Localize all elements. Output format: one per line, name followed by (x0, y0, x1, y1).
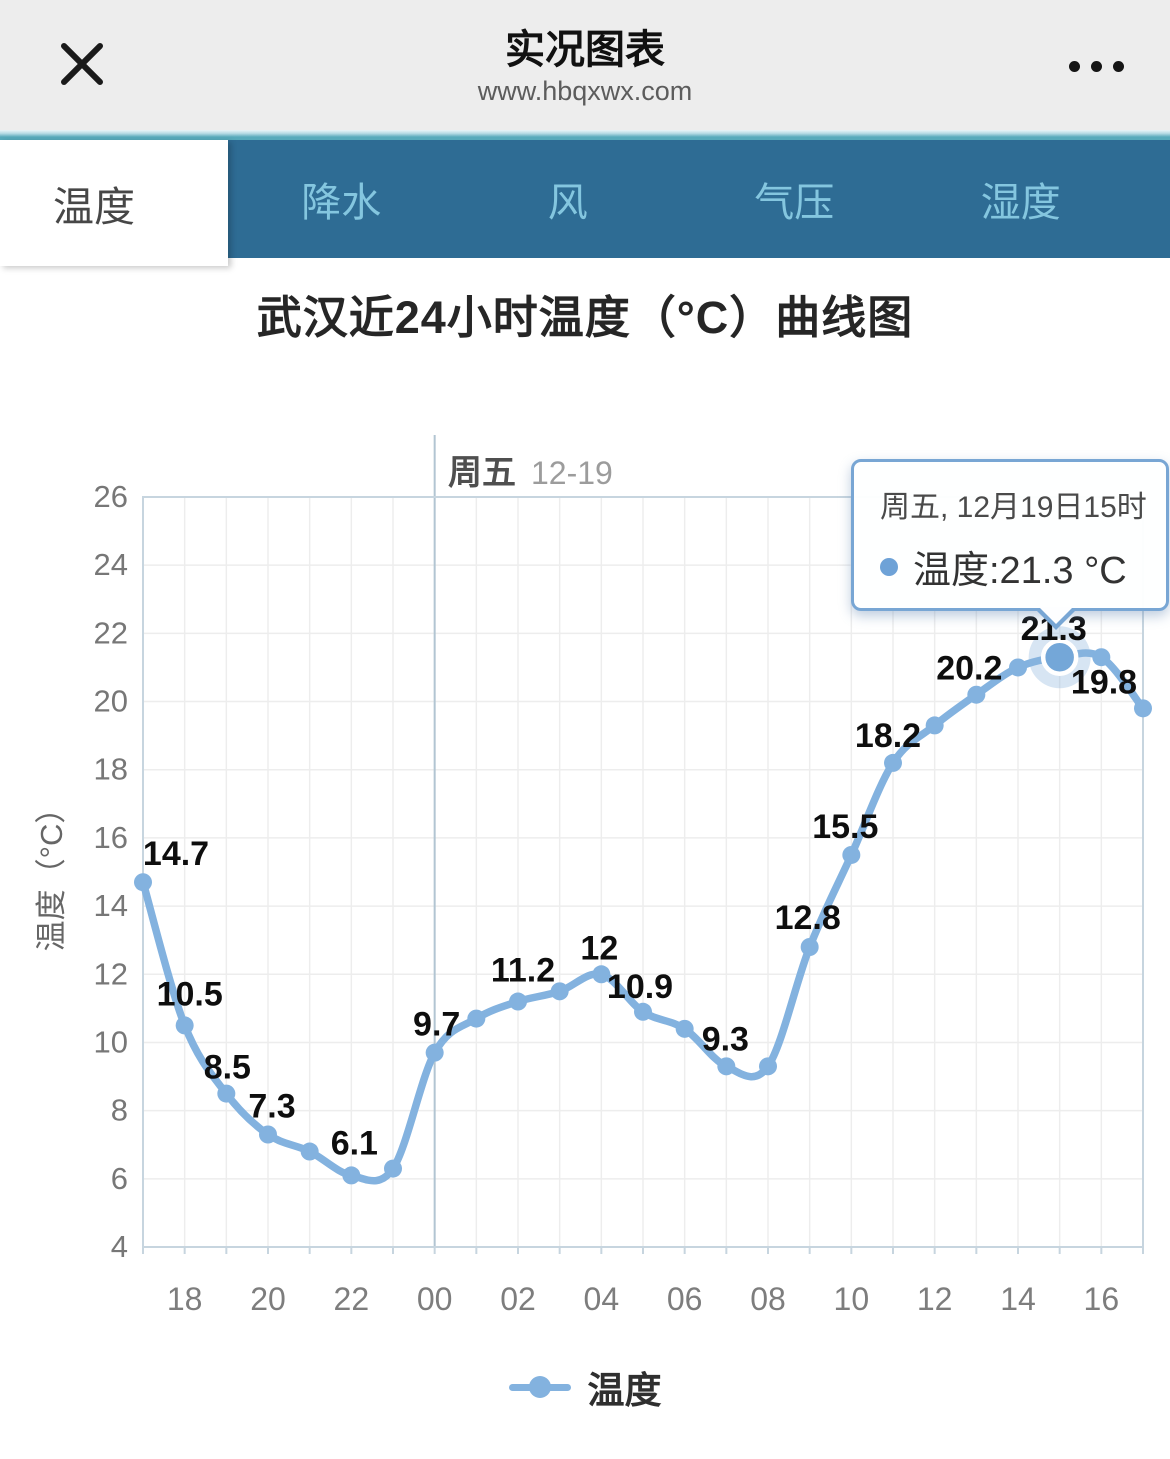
y-tick-label: 18 (94, 752, 128, 787)
data-point-label: 8.5 (204, 1049, 251, 1087)
data-point[interactable] (300, 1142, 319, 1161)
y-tick-label: 20 (94, 684, 128, 719)
data-point[interactable] (592, 965, 611, 984)
y-tick-label: 22 (94, 615, 128, 650)
tabbar-accent-strip (0, 130, 1170, 140)
data-point-label: 19.8 (1071, 663, 1137, 701)
x-tick-label: 22 (334, 1281, 370, 1317)
day-marker-date: 12-19 (531, 455, 613, 491)
x-tick-label: 18 (167, 1281, 203, 1317)
data-point-label: 9.7 (413, 1006, 460, 1044)
y-tick-label: 16 (94, 820, 128, 855)
titlebar: 实况图表 www.hbqxwx.com (0, 0, 1170, 130)
y-tick-label: 6 (111, 1161, 128, 1196)
x-tick-label: 10 (834, 1281, 870, 1317)
y-tick-label: 8 (111, 1093, 128, 1128)
chart-title: 武汉近24小时温度（°C）曲线图 (256, 292, 914, 343)
highlighted-data-point[interactable] (1040, 638, 1079, 676)
data-point[interactable] (759, 1057, 777, 1076)
data-point-label: 10.9 (607, 968, 673, 1006)
more-menu-button[interactable] (1069, 52, 1124, 80)
legend-item-temperature[interactable]: 温度 (508, 1360, 662, 1414)
data-point[interactable] (967, 685, 986, 704)
data-point-label: 12.8 (775, 899, 841, 937)
x-tick-label: 16 (1084, 1281, 1120, 1317)
data-point[interactable] (342, 1166, 361, 1185)
data-point[interactable] (259, 1125, 277, 1144)
data-point-label: 7.3 (248, 1088, 295, 1126)
ellipsis-dot-icon (1091, 60, 1102, 72)
ellipsis-dot-icon (1069, 60, 1080, 72)
x-tick-label: 02 (500, 1281, 536, 1317)
data-point[interactable] (842, 845, 861, 864)
page-subtitle: www.hbqxwx.com (477, 76, 693, 106)
y-tick-label: 12 (94, 956, 128, 991)
tooltip-row: 温度:21.3 °C (880, 539, 1166, 594)
x-tick-label: 08 (750, 1281, 786, 1317)
data-point[interactable] (425, 1043, 444, 1062)
data-point[interactable] (217, 1084, 236, 1103)
titlebar-texts: 实况图表 www.hbqxwx.com (0, 0, 1170, 107)
y-tick-label: 14 (94, 888, 128, 923)
data-point[interactable] (925, 716, 944, 735)
data-point[interactable] (134, 873, 152, 892)
x-tick-label: 04 (584, 1281, 620, 1317)
y-tick-label: 26 (94, 479, 128, 514)
tab-humidity[interactable]: 湿度 (980, 181, 1061, 225)
x-tick-label: 20 (250, 1281, 286, 1317)
data-point[interactable] (384, 1159, 402, 1178)
tooltip-value: 温度:21.3 °C (913, 550, 1127, 592)
data-point[interactable] (634, 1002, 652, 1021)
data-point-label: 10.5 (157, 975, 223, 1013)
y-tick-label: 24 (94, 547, 128, 582)
data-point[interactable] (1092, 648, 1111, 667)
data-point-label: 14.7 (143, 835, 209, 873)
data-point-label: 20.2 (936, 650, 1002, 688)
data-point[interactable] (550, 982, 569, 1001)
close-icon (61, 43, 103, 85)
y-tick-label: 10 (94, 1024, 128, 1059)
data-point[interactable] (717, 1057, 736, 1076)
data-point-label: 15.5 (812, 808, 878, 846)
data-point[interactable] (1009, 658, 1027, 677)
chart-series (134, 626, 1152, 1185)
data-point[interactable] (467, 1009, 486, 1028)
data-point[interactable] (884, 753, 902, 772)
data-point[interactable] (175, 1016, 194, 1035)
legend-label: 温度 (587, 1370, 662, 1411)
data-point-label: 12 (580, 929, 618, 967)
tab-temperature[interactable]: 温度 (0, 140, 228, 266)
data-point-label: 9.3 (702, 1020, 749, 1058)
x-tick-label: 14 (1000, 1281, 1036, 1317)
ellipsis-dot-icon (1113, 60, 1124, 72)
tooltip-arrow-icon (1039, 607, 1073, 624)
data-point-label: 6.1 (331, 1124, 378, 1162)
tooltip: 周五, 12月19日15时 温度:21.3 °C (851, 459, 1169, 630)
close-button[interactable] (56, 38, 108, 90)
legend: 温度 (0, 1360, 1170, 1414)
page-title: 实况图表 (505, 28, 665, 72)
data-point[interactable] (675, 1019, 694, 1038)
data-point[interactable] (1134, 699, 1152, 718)
tab-pressure[interactable]: 气压 (754, 181, 835, 225)
y-tick-label: 4 (111, 1229, 128, 1264)
x-tick-label: 00 (417, 1281, 453, 1317)
y-axis-title: 温度（°C） (34, 793, 69, 952)
day-marker-weekday: 周五 (448, 454, 516, 492)
x-tick-label: 06 (667, 1281, 703, 1317)
data-point[interactable] (509, 992, 527, 1011)
legend-line-icon (508, 1376, 571, 1398)
tab-wind[interactable]: 风 (547, 181, 588, 225)
series-dot-icon (880, 557, 898, 576)
tabbar: 降水 风 气压 湿度 (228, 140, 1170, 258)
x-tick-label: 12 (917, 1281, 953, 1317)
tooltip-date: 周五, 12月19日15时 (880, 491, 1147, 524)
data-point[interactable] (800, 938, 819, 956)
tab-precipitation[interactable]: 降水 (301, 181, 382, 225)
data-point-label: 18.2 (855, 717, 921, 755)
data-point-label: 11.2 (491, 952, 555, 990)
